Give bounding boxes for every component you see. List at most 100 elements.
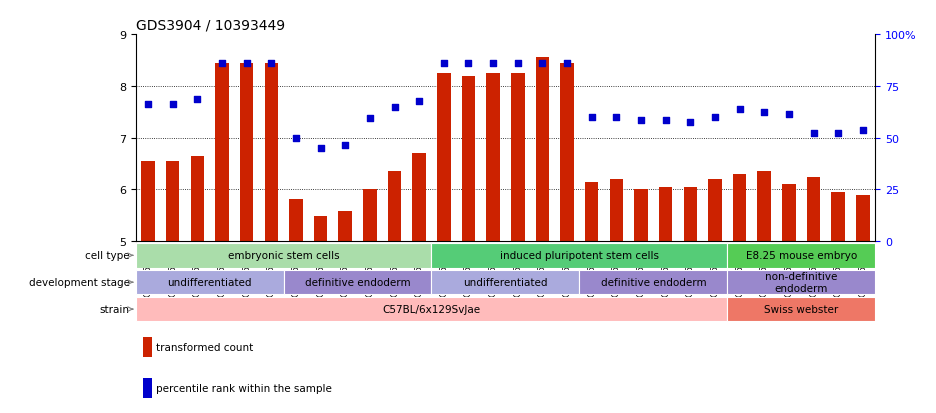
Text: development stage: development stage [29, 278, 130, 287]
Bar [141, 161, 154, 242]
Bar [431, 243, 727, 268]
Bar [727, 243, 875, 268]
Bar [585, 182, 598, 242]
Point [609, 114, 624, 121]
Bar [461, 76, 475, 242]
Point [240, 60, 255, 67]
Point [584, 114, 599, 121]
Text: GSM668585: GSM668585 [439, 242, 448, 297]
Point [264, 60, 279, 67]
Bar [579, 270, 727, 295]
Point [634, 117, 649, 123]
Text: GSM668581: GSM668581 [415, 242, 424, 297]
Point [831, 130, 846, 136]
Bar [388, 172, 402, 242]
Text: GSM668590: GSM668590 [563, 242, 572, 297]
Text: GSM668573: GSM668573 [735, 242, 744, 297]
Bar [727, 270, 875, 295]
Text: GSM668564: GSM668564 [291, 242, 300, 297]
Bar [265, 64, 278, 242]
Point [510, 60, 525, 67]
Text: Swiss webster: Swiss webster [764, 304, 839, 314]
Bar [609, 180, 623, 242]
Bar [136, 297, 727, 322]
Bar [143, 378, 152, 398]
Text: GSM668593: GSM668593 [710, 242, 720, 297]
Text: cell type: cell type [85, 251, 130, 261]
Text: GSM668589: GSM668589 [538, 242, 547, 297]
Text: definitive endoderm: definitive endoderm [601, 278, 706, 287]
Point [314, 145, 329, 152]
Text: GSM668571: GSM668571 [834, 242, 842, 297]
Point [708, 114, 723, 121]
Text: GSM668576: GSM668576 [587, 242, 596, 297]
Point [412, 99, 427, 105]
Point [362, 115, 377, 122]
Bar [535, 58, 549, 242]
Bar [757, 172, 771, 242]
Text: GSM668574: GSM668574 [760, 242, 768, 297]
Text: GSM668582: GSM668582 [217, 242, 227, 297]
Point [140, 102, 155, 108]
Text: transformed count: transformed count [156, 342, 254, 352]
Text: GSM668566: GSM668566 [341, 242, 350, 297]
Point [288, 135, 303, 142]
Text: GSM668586: GSM668586 [464, 242, 473, 297]
Bar [191, 157, 204, 242]
Point [560, 60, 575, 67]
Point [856, 127, 870, 134]
Bar [807, 177, 820, 242]
Text: GSM668565: GSM668565 [316, 242, 325, 297]
Bar [437, 74, 450, 242]
Bar [709, 180, 722, 242]
Point [757, 109, 772, 116]
Point [782, 112, 797, 119]
Bar [831, 192, 845, 242]
Text: non-definitive
endoderm: non-definitive endoderm [765, 272, 838, 293]
Bar [782, 185, 796, 242]
Bar [727, 297, 875, 322]
Bar [431, 270, 579, 295]
Bar [659, 188, 672, 242]
Point [683, 120, 698, 126]
Point [388, 104, 402, 111]
Text: undifferentiated: undifferentiated [463, 278, 548, 287]
Bar [561, 64, 574, 242]
Bar [683, 188, 697, 242]
Text: undifferentiated: undifferentiated [168, 278, 252, 287]
Text: strain: strain [100, 304, 130, 314]
Text: GSM668570: GSM668570 [809, 242, 818, 297]
Text: GSM668587: GSM668587 [489, 242, 498, 297]
Bar [289, 199, 302, 242]
Text: embryonic stem cells: embryonic stem cells [227, 251, 340, 261]
Bar [136, 243, 431, 268]
Text: GSM668569: GSM668569 [193, 242, 202, 297]
Bar [635, 190, 648, 242]
Point [658, 117, 673, 123]
Point [732, 107, 747, 113]
Bar [487, 74, 500, 242]
Text: E8.25 mouse embryo: E8.25 mouse embryo [746, 251, 856, 261]
Point [166, 102, 181, 108]
Bar [136, 270, 284, 295]
Text: GDS3904 / 10393449: GDS3904 / 10393449 [136, 19, 285, 33]
Text: GSM668568: GSM668568 [168, 242, 177, 297]
Bar [856, 195, 870, 242]
Bar [314, 217, 328, 242]
Bar [413, 154, 426, 242]
Point [806, 130, 821, 136]
Point [461, 60, 476, 67]
Text: GSM668584: GSM668584 [267, 242, 276, 297]
Bar [240, 64, 254, 242]
Point [190, 96, 205, 103]
Text: GSM668567: GSM668567 [143, 242, 153, 297]
Point [214, 60, 229, 67]
Point [338, 143, 353, 150]
Point [436, 60, 451, 67]
Text: GSM668588: GSM668588 [513, 242, 522, 297]
Text: definitive endoderm: definitive endoderm [305, 278, 410, 287]
Bar [339, 211, 352, 242]
Bar [143, 337, 152, 357]
Bar [284, 270, 431, 295]
Text: GSM668583: GSM668583 [242, 242, 251, 297]
